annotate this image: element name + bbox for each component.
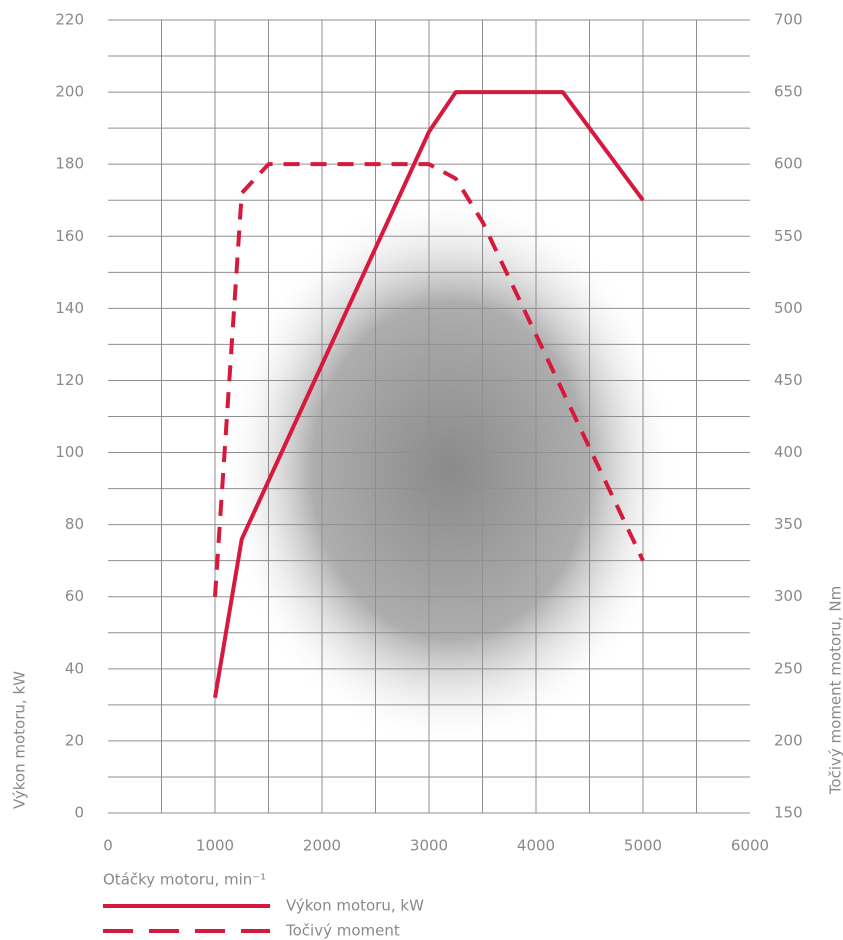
y-tick-label: 20	[65, 731, 84, 749]
y-axis-label: Výkon motoru, kW	[11, 671, 29, 809]
chart: Otáčky motoru, min⁻¹ Výkon motoru, kW To…	[0, 0, 843, 940]
y2-axis-label: Točivý moment motoru, Nm	[827, 586, 843, 795]
y2-tick-label: 450	[774, 371, 803, 389]
y2-tick-label: 600	[774, 155, 803, 173]
y2-tick-label: 550	[774, 227, 803, 245]
y-tick-label: 40	[65, 659, 84, 677]
y2-tick-label: 250	[774, 659, 803, 677]
x-tick-label: 1000	[196, 837, 234, 855]
y-tick-label: 100	[55, 443, 84, 461]
y2-tick-label: 700	[774, 11, 803, 29]
y-tick-label: 140	[55, 299, 84, 317]
y-tick-label: 180	[55, 155, 84, 173]
x-axis-label: Otáčky motoru, min⁻¹	[103, 871, 266, 889]
y2-tick-label: 300	[774, 587, 803, 605]
y-tick-label: 200	[55, 83, 84, 101]
legend-label: Točivý moment	[285, 922, 400, 940]
y-tick-label: 120	[55, 371, 84, 389]
y-tick-label: 60	[65, 587, 84, 605]
y2-tick-label: 400	[774, 443, 803, 461]
engine-photo	[220, 190, 680, 750]
y-tick-label: 0	[74, 804, 84, 822]
x-tick-label: 6000	[731, 837, 769, 855]
y2-tick-label: 200	[774, 731, 803, 749]
y2-tick-label: 650	[774, 83, 803, 101]
y2-tick-label: 150	[774, 804, 803, 822]
x-tick-label: 4000	[517, 837, 555, 855]
y-tick-label: 160	[55, 227, 84, 245]
legend-label: Výkon motoru, kW	[286, 897, 424, 915]
x-tick-label: 0	[103, 837, 113, 855]
y2-tick-label: 500	[774, 299, 803, 317]
y2-tick-label: 350	[774, 515, 803, 533]
y-tick-label: 220	[55, 11, 84, 29]
x-tick-label: 2000	[303, 837, 341, 855]
x-tick-label: 5000	[624, 837, 662, 855]
y-tick-label: 80	[65, 515, 84, 533]
x-tick-label: 3000	[410, 837, 448, 855]
